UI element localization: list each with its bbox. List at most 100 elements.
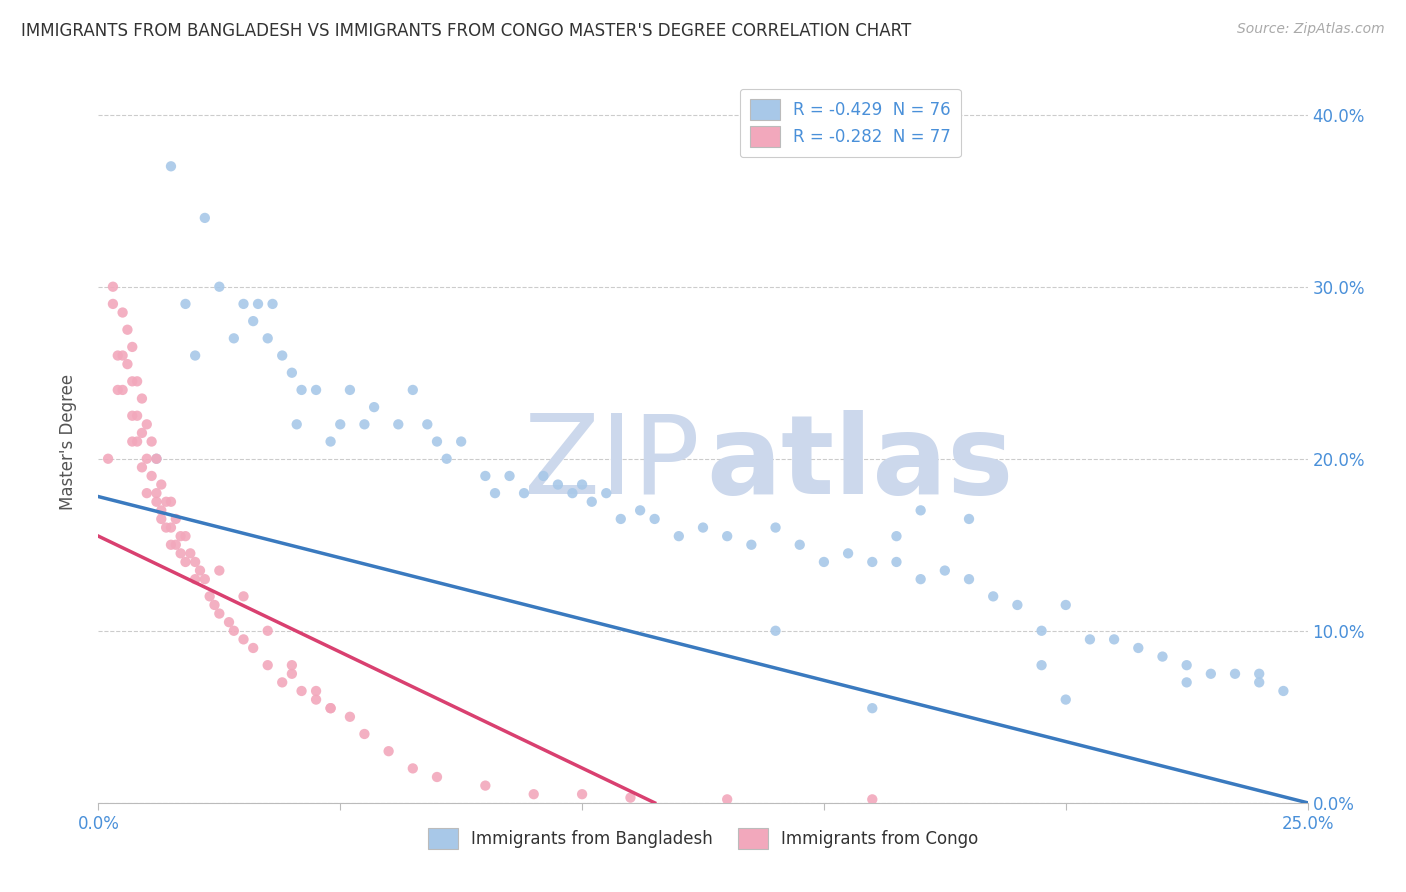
Point <box>271 675 294 690</box>
Point <box>281 366 304 380</box>
Point <box>262 297 284 311</box>
Point <box>305 692 328 706</box>
Point <box>184 572 207 586</box>
Point <box>957 512 980 526</box>
Point <box>242 640 264 655</box>
Point <box>339 710 361 724</box>
Point <box>281 658 304 673</box>
Point <box>860 555 883 569</box>
Point <box>131 392 153 406</box>
Point <box>111 383 134 397</box>
Point <box>837 546 859 560</box>
Point <box>789 538 811 552</box>
Point <box>484 486 506 500</box>
Point <box>329 417 352 432</box>
Point <box>716 792 738 806</box>
Point <box>179 546 201 560</box>
Point <box>160 520 183 534</box>
Point <box>150 512 173 526</box>
Point <box>135 486 157 500</box>
Point <box>290 684 312 698</box>
Point <box>957 572 980 586</box>
Point <box>174 555 197 569</box>
Point <box>581 494 603 508</box>
Point <box>117 357 139 371</box>
Point <box>353 727 375 741</box>
Point <box>692 520 714 534</box>
Point <box>474 779 496 793</box>
Point <box>101 279 124 293</box>
Point <box>155 494 177 508</box>
Point <box>222 331 245 345</box>
Point <box>426 434 449 449</box>
Point <box>256 331 278 345</box>
Point <box>1152 649 1174 664</box>
Point <box>285 417 308 432</box>
Point <box>402 383 425 397</box>
Point <box>571 477 593 491</box>
Point <box>160 494 183 508</box>
Point <box>218 615 240 630</box>
Point <box>436 451 458 466</box>
Point <box>740 538 762 552</box>
Point <box>127 375 149 389</box>
Point <box>1175 658 1198 673</box>
Point <box>1078 632 1101 647</box>
Point <box>121 434 143 449</box>
Point <box>886 555 908 569</box>
Point <box>363 400 385 414</box>
Point <box>204 598 226 612</box>
Point <box>121 409 143 423</box>
Point <box>319 701 342 715</box>
Point <box>1102 632 1125 647</box>
Point <box>135 451 157 466</box>
Point <box>208 607 231 621</box>
Point <box>595 486 617 500</box>
Point <box>1054 598 1077 612</box>
Point <box>1031 658 1053 673</box>
Point <box>141 434 163 449</box>
Point <box>934 564 956 578</box>
Point <box>981 590 1004 604</box>
Point <box>150 477 173 491</box>
Point <box>194 572 217 586</box>
Legend: Immigrants from Bangladesh, Immigrants from Congo: Immigrants from Bangladesh, Immigrants f… <box>418 818 988 860</box>
Y-axis label: Master's Degree: Master's Degree <box>59 374 77 509</box>
Point <box>474 469 496 483</box>
Text: Source: ZipAtlas.com: Source: ZipAtlas.com <box>1237 22 1385 37</box>
Point <box>561 486 583 500</box>
Point <box>165 512 187 526</box>
Point <box>194 211 217 225</box>
Point <box>426 770 449 784</box>
Point <box>145 451 167 466</box>
Point <box>513 486 536 500</box>
Point <box>1007 598 1029 612</box>
Point <box>232 590 254 604</box>
Point <box>1223 666 1246 681</box>
Point <box>208 564 231 578</box>
Point <box>107 383 129 397</box>
Point <box>160 538 183 552</box>
Point <box>910 503 932 517</box>
Point <box>319 701 342 715</box>
Point <box>319 434 342 449</box>
Point <box>387 417 409 432</box>
Point <box>145 494 167 508</box>
Point <box>450 434 472 449</box>
Point <box>131 460 153 475</box>
Point <box>644 512 666 526</box>
Point <box>174 297 197 311</box>
Point <box>531 469 554 483</box>
Point <box>174 529 197 543</box>
Point <box>256 658 278 673</box>
Point <box>271 349 294 363</box>
Point <box>886 529 908 543</box>
Point <box>111 349 134 363</box>
Point <box>668 529 690 543</box>
Point <box>232 632 254 647</box>
Point <box>305 383 328 397</box>
Point <box>208 279 231 293</box>
Text: IMMIGRANTS FROM BANGLADESH VS IMMIGRANTS FROM CONGO MASTER'S DEGREE CORRELATION : IMMIGRANTS FROM BANGLADESH VS IMMIGRANTS… <box>21 22 911 40</box>
Point <box>121 375 143 389</box>
Point <box>101 297 124 311</box>
